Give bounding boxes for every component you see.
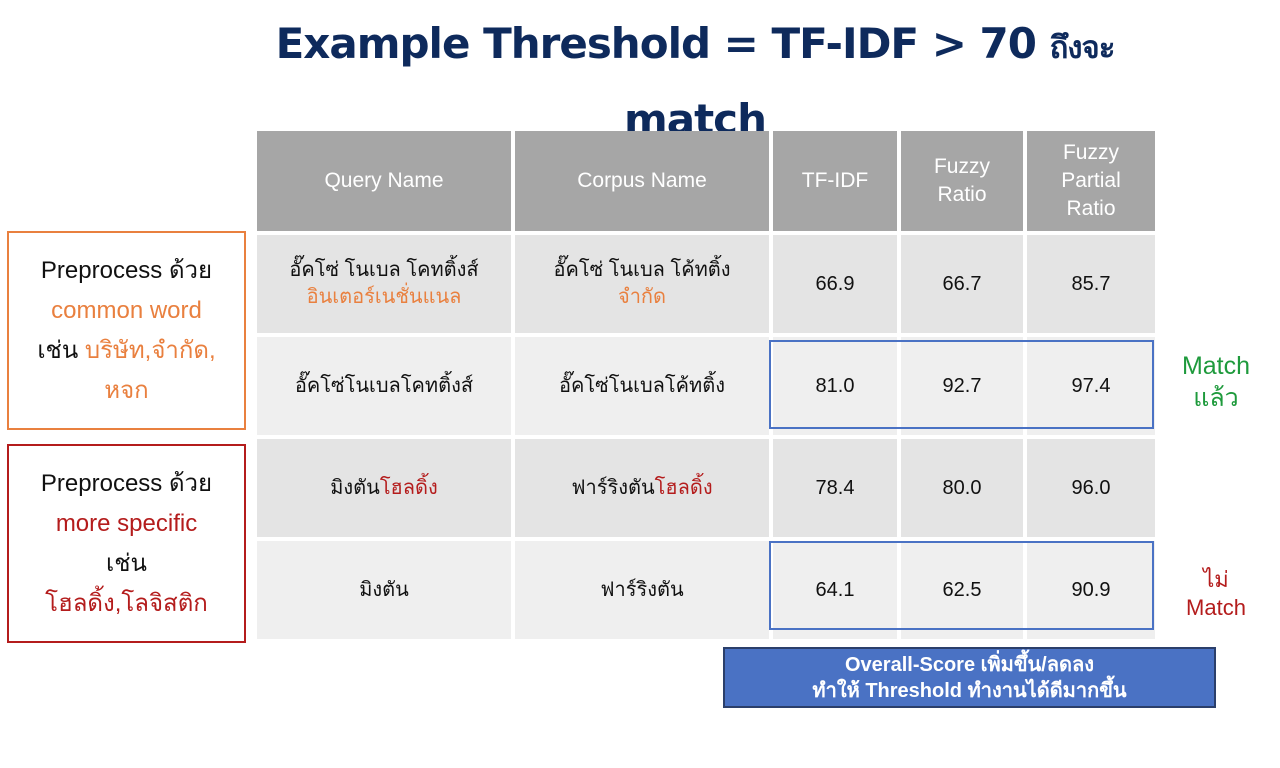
note-common-prefix: เช่น (37, 336, 79, 364)
header-query-name: Query Name (257, 131, 511, 231)
tfidf-value: 64.1 (773, 541, 897, 639)
title-line1: Example Threshold = TF-IDF > 70 (275, 19, 1037, 68)
page-title: Example Threshold = TF-IDF > 70 ถึงจะ ma… (270, 8, 1120, 156)
nomatch-label-line1: ไม่ (1203, 567, 1229, 592)
note-common-line4: หจก (104, 376, 149, 404)
fuzzy-ratio-value: 92.7 (901, 337, 1023, 435)
query-name-extra: อินเตอร์เนชั่นแนล (306, 286, 462, 308)
header-corpus-name: Corpus Name (515, 131, 769, 231)
fuzzy-ratio-value: 80.0 (901, 439, 1023, 537)
tfidf-value: 81.0 (773, 337, 897, 435)
match-label: Match แล้ว (1166, 350, 1266, 414)
header-fuzzy-partial-line3: Ratio (1066, 197, 1116, 220)
results-table: Query Name Corpus Name TF-IDF Fuzzy Rati… (253, 127, 1159, 643)
corpus-name: อั๊คโซ่โนเบลโค้ทติ้ง (515, 337, 769, 435)
table-row: อั๊คโซ่ โนเบล โคทติ้งส์ อินเตอร์เนชั่นแน… (257, 235, 1155, 333)
corpus-name: ฟาร์ริงตัน (571, 476, 655, 499)
note-common-line1: Preprocess ด้วย (40, 256, 213, 284)
query-name-extra: โฮลดิ้ง (379, 476, 438, 499)
corpus-name: ฟาร์ริงตัน (515, 541, 769, 639)
note-common-words: บริษัท,จำกัด, (84, 336, 216, 364)
corpus-name-extra: จำกัด (617, 286, 667, 308)
query-cell: อั๊คโซ่ โนเบล โคทติ้งส์ อินเตอร์เนชั่นแน… (257, 235, 511, 333)
score-note-line2: ทำให้ Threshold ทำงานได้ดีมากขึ้น (812, 679, 1127, 702)
tfidf-value: 78.4 (773, 439, 897, 537)
note-more-specific: Preprocess ด้วย more specific เช่น โฮลดิ… (7, 444, 246, 643)
query-name: มิงตัน (257, 541, 511, 639)
query-name: อั๊คโซ่ โนเบล โคทติ้งส์ (289, 259, 479, 281)
header-fuzzy-ratio-line2: Ratio (937, 183, 987, 206)
corpus-name: อั๊คโซ่ โนเบล โค้ทติ้ง (553, 259, 731, 281)
header-fuzzy-partial-line2: Partial (1061, 169, 1121, 192)
nomatch-highlight-box (769, 541, 1154, 630)
nomatch-label: ไม่ Match (1166, 566, 1266, 622)
table-header-row: Query Name Corpus Name TF-IDF Fuzzy Rati… (257, 131, 1155, 231)
match-label-line1: Match (1181, 352, 1251, 380)
query-name: อั๊คโซ่โนเบลโคทติ้งส์ (257, 337, 511, 435)
table-row: อั๊คโซ่โนเบลโคทติ้งส์ อั๊คโซ่โนเบลโค้ทติ… (257, 337, 1155, 435)
match-label-line2: แล้ว (1193, 384, 1239, 412)
note-specific-line2: more specific (55, 509, 198, 537)
header-fuzzy-partial-line1: Fuzzy (1062, 141, 1119, 164)
overall-score-note: Overall-Score เพิ่มขึ้น/ลดลง ทำให้ Thres… (723, 647, 1216, 708)
score-note-line1: Overall-Score เพิ่มขึ้น/ลดลง (845, 653, 1094, 676)
table-row: มิงตันโฮลดิ้ง ฟาร์ริงตันโฮลดิ้ง 78.4 80.… (257, 439, 1155, 537)
nomatch-label-line2: Match (1186, 595, 1246, 620)
table-row: มิงตัน ฟาร์ริงตัน 64.1 62.5 90.9 (257, 541, 1155, 639)
fuzzy-partial-value: 85.7 (1027, 235, 1155, 333)
fuzzy-partial-value: 96.0 (1027, 439, 1155, 537)
corpus-cell: อั๊คโซ่ โนเบล โค้ทติ้ง จำกัด (515, 235, 769, 333)
header-fuzzy-ratio: Fuzzy Ratio (901, 131, 1023, 231)
note-specific-line4: โฮลดิ้ง,โลจิสติก (45, 589, 208, 617)
query-cell: มิงตันโฮลดิ้ง (257, 439, 511, 537)
title-line1-suffix: ถึงจะ (1049, 30, 1116, 66)
header-fuzzy-ratio-line1: Fuzzy (933, 155, 990, 178)
fuzzy-ratio-value: 62.5 (901, 541, 1023, 639)
tfidf-value: 66.9 (773, 235, 897, 333)
fuzzy-partial-value: 90.9 (1027, 541, 1155, 639)
query-name: มิงตัน (330, 476, 380, 499)
match-highlight-box (769, 340, 1154, 429)
note-specific-line1: Preprocess ด้วย (40, 469, 213, 497)
note-common-line3: เช่น บริษัท,จำกัด, (9, 331, 244, 371)
note-common-word: Preprocess ด้วย common word เช่น บริษัท,… (7, 231, 246, 430)
fuzzy-ratio-value: 66.7 (901, 235, 1023, 333)
note-common-line2: common word (51, 296, 202, 324)
corpus-cell: ฟาร์ริงตันโฮลดิ้ง (515, 439, 769, 537)
header-fuzzy-partial-ratio: Fuzzy Partial Ratio (1027, 131, 1155, 231)
note-specific-line3: เช่น (106, 549, 147, 577)
fuzzy-partial-value: 97.4 (1027, 337, 1155, 435)
header-tfidf: TF-IDF (773, 131, 897, 231)
corpus-name-extra: โฮลดิ้ง (654, 476, 713, 499)
